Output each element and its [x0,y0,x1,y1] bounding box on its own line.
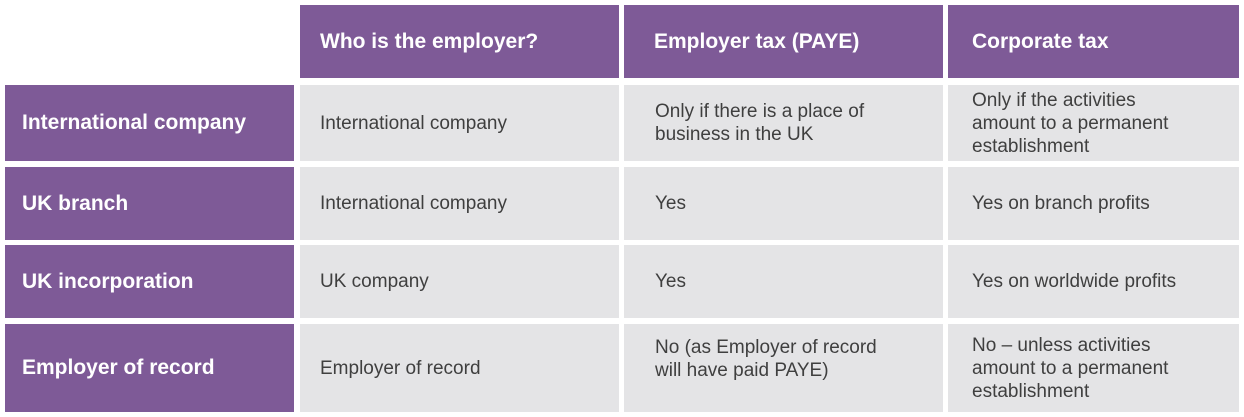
row-label: UK branch [22,191,129,215]
cell-corporate: Yes on branch profits [972,193,1150,214]
cell-paye: No (as Employer of record will have paid… [655,337,877,381]
row-label-uk-branch: UK branch [5,167,294,240]
header-corporate-label: Corporate tax [972,29,1109,53]
table-cell: UK company [300,245,619,318]
table-cell: Only if the activities amount to a perma… [948,85,1239,161]
cell-paye: Yes [655,271,686,292]
table-cell: Yes on worldwide profits [948,245,1239,318]
table-cell: No – unless activities amount to a perma… [948,324,1239,412]
cell-employer: UK company [320,271,429,292]
cell-employer: Employer of record [320,357,481,379]
row-label: International company [22,111,247,134]
table-cell: Employer of record [300,324,619,412]
cell-corporate: Yes on worldwide profits [972,271,1177,292]
header-employer-label: Who is the employer? [320,29,539,53]
cell-employer: International company [320,112,507,134]
table-cell: Yes on branch profits [948,167,1239,240]
row-label-uk-incorporation: UK incorporation [5,245,294,318]
cell-employer: International company [320,193,507,214]
cell-paye: Only if there is a place of business in … [655,101,865,145]
table-cell: International company [300,167,619,240]
row-label-international-company: International company [5,85,294,161]
table-cell: No (as Employer of record will have paid… [624,324,943,412]
row-label-employer-of-record: Employer of record [5,324,294,412]
table-cell: International company [300,85,619,161]
header-corporate: Corporate tax [948,5,1239,78]
header-paye: Employer tax (PAYE) [624,5,943,78]
table-cell: Yes [624,245,943,318]
cell-corporate: No – unless activities amount to a perma… [972,334,1169,402]
table-cell: Yes [624,167,943,240]
table-cell: Only if there is a place of business in … [624,85,943,161]
header-employer: Who is the employer? [300,5,619,78]
row-label: UK incorporation [22,269,194,293]
cell-paye: Yes [655,193,686,214]
cell-corporate: Only if the activities amount to a perma… [972,89,1169,157]
header-paye-label: Employer tax (PAYE) [654,29,860,53]
row-label: Employer of record [22,356,215,379]
